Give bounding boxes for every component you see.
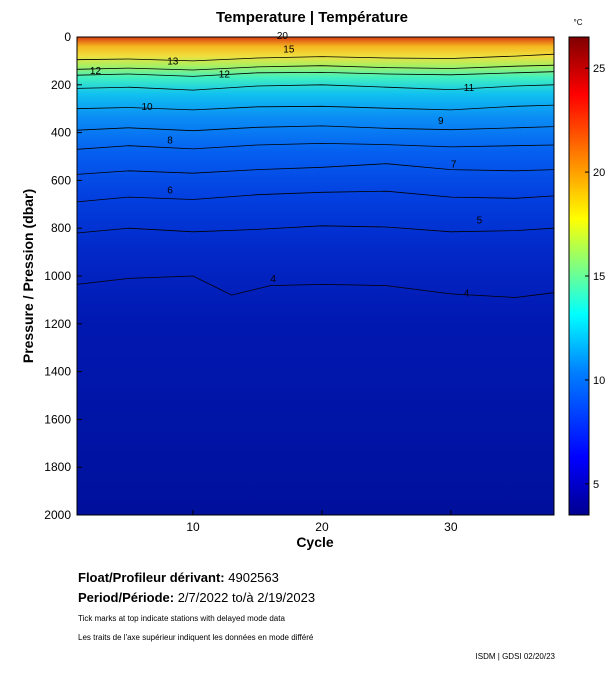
period-info: Period/Période: 2/7/2022 to/à 2/19/2023	[78, 590, 315, 605]
x-tick-label: 10	[186, 520, 200, 534]
credit-line: ISDM | GDSI 02/20/23	[475, 652, 555, 661]
colorbar-tick-label: 25	[593, 63, 605, 75]
isotherm-5-line	[76, 225, 555, 234]
isotherm-labels: 20 15 13 12 12 11 10 9 8 7 6 5 4 4	[90, 31, 483, 299]
isotherm-label: 10	[141, 102, 153, 113]
y-axis: 0 200 400 600 800 1000 1200 1400 1600 1800 2000	[44, 30, 82, 522]
x-axis-label: Cycle	[296, 534, 334, 550]
y-tick-label: 1000	[44, 269, 71, 283]
y-tick-label: 600	[51, 173, 71, 187]
isotherm-label: 12	[219, 70, 231, 81]
y-tick-label: 2000	[44, 508, 71, 522]
isotherm-13-line	[76, 64, 555, 71]
chart-title: Temperature | Température	[216, 9, 408, 26]
colorbar: °C 5 10 15 20 25	[568, 18, 605, 516]
isotherm-8-line	[76, 142, 555, 150]
y-tick-label: 200	[51, 78, 71, 92]
isotherm-label: 4	[464, 288, 470, 299]
float-id: 4902563	[228, 570, 279, 585]
period-end: 2/19/2023	[257, 590, 316, 605]
isotherm-label: 12	[90, 66, 102, 77]
note-english: Tick marks at top indicate stations with…	[78, 614, 285, 623]
plot-area: 20 15 13 12 12 11 10 9 8 7 6 5 4 4	[76, 31, 555, 516]
period-label: Period/Période:	[78, 590, 175, 605]
isotherm-11-line	[76, 84, 555, 91]
colorbar-unit: °C	[574, 18, 583, 27]
isotherm-12-line	[76, 71, 555, 77]
y-tick-label: 1800	[44, 460, 71, 474]
isotherm-label: 6	[167, 186, 173, 197]
isotherm-label: 11	[464, 83, 475, 94]
isotherm-10-line	[76, 104, 555, 111]
y-tick-label: 1600	[44, 412, 71, 426]
note-french: Les traits de l'axe supérieur indiquent …	[78, 633, 314, 642]
y-tick-label: 1200	[44, 317, 71, 331]
isotherm-label: 9	[438, 116, 444, 127]
heatmap-field	[77, 37, 554, 515]
y-axis-label: Pressure / Pression (dbar)	[20, 189, 36, 363]
isotherm-6-line	[76, 190, 555, 203]
isotherm-label: 8	[167, 135, 173, 146]
isotherm-label: 7	[451, 159, 457, 170]
float-info: Float/Profileur dérivant: 4902563	[78, 570, 279, 585]
y-tick-label: 800	[51, 221, 71, 235]
y-tick-label: 1400	[44, 365, 71, 379]
y-tick-label: 400	[51, 126, 71, 140]
isotherm-label: 13	[167, 56, 179, 67]
isotherm-contours	[76, 53, 555, 298]
isotherm-label: 5	[477, 215, 483, 226]
isotherm-7-line	[76, 163, 555, 175]
period-separator: to/à	[231, 590, 254, 605]
colorbar-tick-label: 15	[593, 271, 605, 283]
isotherm-label: 4	[270, 274, 276, 285]
x-axis: 10 20 30	[186, 510, 458, 534]
colorbar-ticks: 5 10 15 20 25	[585, 63, 605, 491]
float-label: Float/Profileur dérivant:	[78, 570, 225, 585]
isotherm-4-line	[76, 275, 555, 298]
colorbar-tick-label: 5	[593, 479, 599, 491]
x-tick-label: 30	[444, 520, 458, 534]
isotherm-label: 20	[277, 31, 289, 42]
isotherm-label: 15	[283, 45, 295, 56]
colorbar-tick-label: 20	[593, 167, 605, 179]
colorbar-tick-label: 10	[593, 375, 605, 387]
x-tick-label: 20	[315, 520, 329, 534]
y-tick-label: 0	[64, 30, 71, 44]
isotherm-15-line	[76, 53, 555, 62]
isotherm-9-line	[76, 125, 555, 132]
period-start: 2/7/2022	[177, 590, 229, 605]
